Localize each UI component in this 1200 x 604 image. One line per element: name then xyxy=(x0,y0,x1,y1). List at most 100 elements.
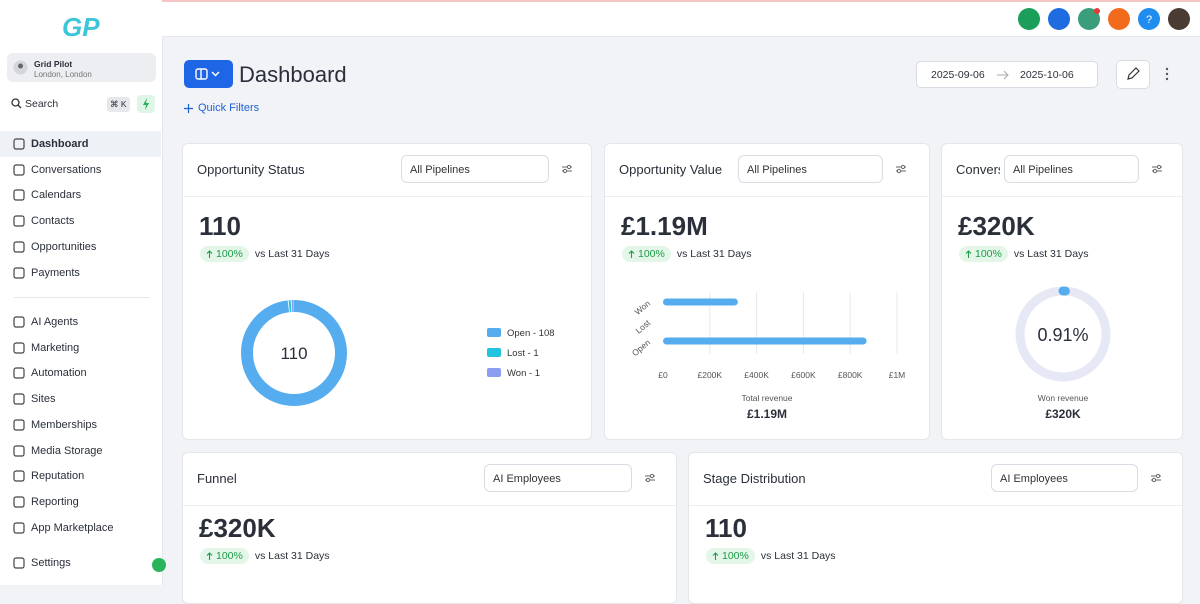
x-tick-label: £200K xyxy=(698,370,723,380)
card-settings[interactable] xyxy=(561,163,573,175)
account-icon xyxy=(13,60,28,75)
change-pill: 100% xyxy=(200,246,249,262)
dropdown-label: All Pipelines xyxy=(1013,164,1073,176)
nav-label: Calendars xyxy=(31,189,82,202)
up-arrow xyxy=(965,250,972,258)
nav-item[interactable]: Opportunities xyxy=(0,234,161,260)
y-tick-label: Lost xyxy=(633,317,652,335)
up-arrow xyxy=(206,552,213,560)
nav-item[interactable]: App Marketplace xyxy=(0,515,161,541)
dropdown-label: AI Employees xyxy=(1000,473,1068,485)
change-badge: 100% vs Last 31 Days xyxy=(959,246,1089,262)
nav-label: Sites xyxy=(31,393,56,406)
change-value: 100% xyxy=(975,248,1002,260)
more-menu[interactable] xyxy=(1164,67,1170,81)
up-arrow xyxy=(628,250,635,258)
nav-label: Reputation xyxy=(31,470,85,483)
search[interactable]: Search xyxy=(25,98,59,110)
date-range[interactable]: 2025-09-06 2025-10-06 xyxy=(916,61,1098,88)
change-value: 100% xyxy=(638,248,665,260)
card-settings[interactable] xyxy=(644,472,656,484)
change-value: 100% xyxy=(216,550,243,562)
page-title: Dashboard xyxy=(239,62,347,87)
date-start: 2025-09-06 xyxy=(931,69,985,81)
account-name: Grid Pilot xyxy=(34,59,73,69)
dropdown-label: All Pipelines xyxy=(410,164,470,176)
card-title: Conversion Rate xyxy=(956,162,1000,177)
bar xyxy=(663,337,867,345)
search-shortcut: ⌘ K xyxy=(107,97,130,112)
divider xyxy=(14,297,150,298)
compare-label: vs Last 31 Days xyxy=(254,248,330,260)
legend-label: Lost - 1 xyxy=(507,348,539,359)
legend-label: Won - 1 xyxy=(507,368,540,379)
account-switcher[interactable]: Grid Pilot London, London xyxy=(7,53,156,82)
legend-swatch xyxy=(487,328,501,337)
filter-dropdown[interactable]: All Pipelines xyxy=(1004,155,1139,183)
card: Opportunity Status All Pipelines 110 100% vs… xyxy=(182,143,592,440)
nav-item[interactable]: Automation xyxy=(0,360,161,386)
edit-button[interactable] xyxy=(1116,60,1150,89)
gauge-label: 0.91% xyxy=(1037,325,1088,345)
nav-item[interactable]: Sites xyxy=(0,386,161,412)
nav-item[interactable]: Calendars xyxy=(0,182,161,208)
nav-item[interactable]: Payments xyxy=(0,260,161,286)
nav-label: App Marketplace xyxy=(31,521,114,534)
card: Funnel AI Employees £320K 100% vs Last 31 Da… xyxy=(182,452,677,604)
nav-label: Contacts xyxy=(31,215,75,228)
nav-item[interactable]: Media Storage xyxy=(0,438,161,464)
nav-label: Opportunities xyxy=(31,240,97,253)
filter-dropdown[interactable]: AI Employees xyxy=(991,464,1138,492)
filter-dropdown[interactable]: All Pipelines xyxy=(401,155,549,183)
filter-dropdown[interactable]: All Pipelines xyxy=(738,155,883,183)
separator xyxy=(605,196,929,197)
bar xyxy=(663,298,738,306)
top-icons: ? xyxy=(1018,8,1190,30)
change-badge: 100% vs Last 31 Days xyxy=(706,548,836,564)
dashboard-switcher[interactable] xyxy=(184,60,233,88)
nav-item[interactable]: Contacts xyxy=(0,208,161,234)
notifications-button[interactable] xyxy=(1108,8,1130,30)
quick-filters[interactable]: Quick Filters xyxy=(198,102,260,114)
nav-item[interactable]: AI Agents xyxy=(0,309,161,335)
nav-label: Dashboard xyxy=(31,138,89,150)
nav-item[interactable]: Conversations xyxy=(0,157,161,183)
filter-dropdown[interactable]: AI Employees xyxy=(484,464,632,492)
nav-item[interactable]: Marketing xyxy=(0,335,161,361)
change-pill: 100% xyxy=(622,246,671,262)
avatar[interactable] xyxy=(1168,8,1190,30)
card-settings[interactable] xyxy=(1151,163,1163,175)
compare-label: vs Last 31 Days xyxy=(760,550,836,562)
change-pill: 100% xyxy=(200,548,249,564)
card-settings[interactable] xyxy=(1150,472,1162,484)
chart: Open - 108 Lost - 1 Won - 1 110 xyxy=(241,300,555,406)
help-button[interactable] xyxy=(1138,8,1160,30)
card-settings[interactable] xyxy=(895,163,907,175)
nav-item[interactable]: Reporting xyxy=(0,489,161,515)
dropdown-label: All Pipelines xyxy=(747,164,807,176)
nav-item[interactable]: Reputation xyxy=(0,463,161,489)
card-title: Funnel xyxy=(197,471,237,486)
date-end: 2025-10-06 xyxy=(1020,69,1074,81)
compare-label: vs Last 31 Days xyxy=(254,550,330,562)
change-value: 100% xyxy=(216,248,243,260)
x-tick-label: £400K xyxy=(744,370,769,380)
x-tick-label: £1M xyxy=(889,370,906,380)
quick-action[interactable] xyxy=(137,95,155,113)
announce-button[interactable] xyxy=(1078,8,1100,30)
phone-button[interactable] xyxy=(1018,8,1040,30)
nav-label: Automation xyxy=(31,367,87,380)
tools-button[interactable] xyxy=(1048,8,1070,30)
card: Opportunity Value All Pipelines £1.19M 100%… xyxy=(604,143,930,440)
change-badge: 100% vs Last 31 Days xyxy=(200,246,330,262)
nav-item[interactable]: Dashboard xyxy=(0,131,161,157)
nav-item[interactable]: Settings xyxy=(0,550,161,576)
nav-label: Memberships xyxy=(31,418,98,431)
nav-label: Settings xyxy=(31,557,71,569)
nav-item[interactable]: Memberships xyxy=(0,412,161,438)
nav-label: AI Agents xyxy=(31,316,79,328)
collapse-button[interactable] xyxy=(152,558,166,572)
total-value: £1.19M xyxy=(747,407,787,421)
